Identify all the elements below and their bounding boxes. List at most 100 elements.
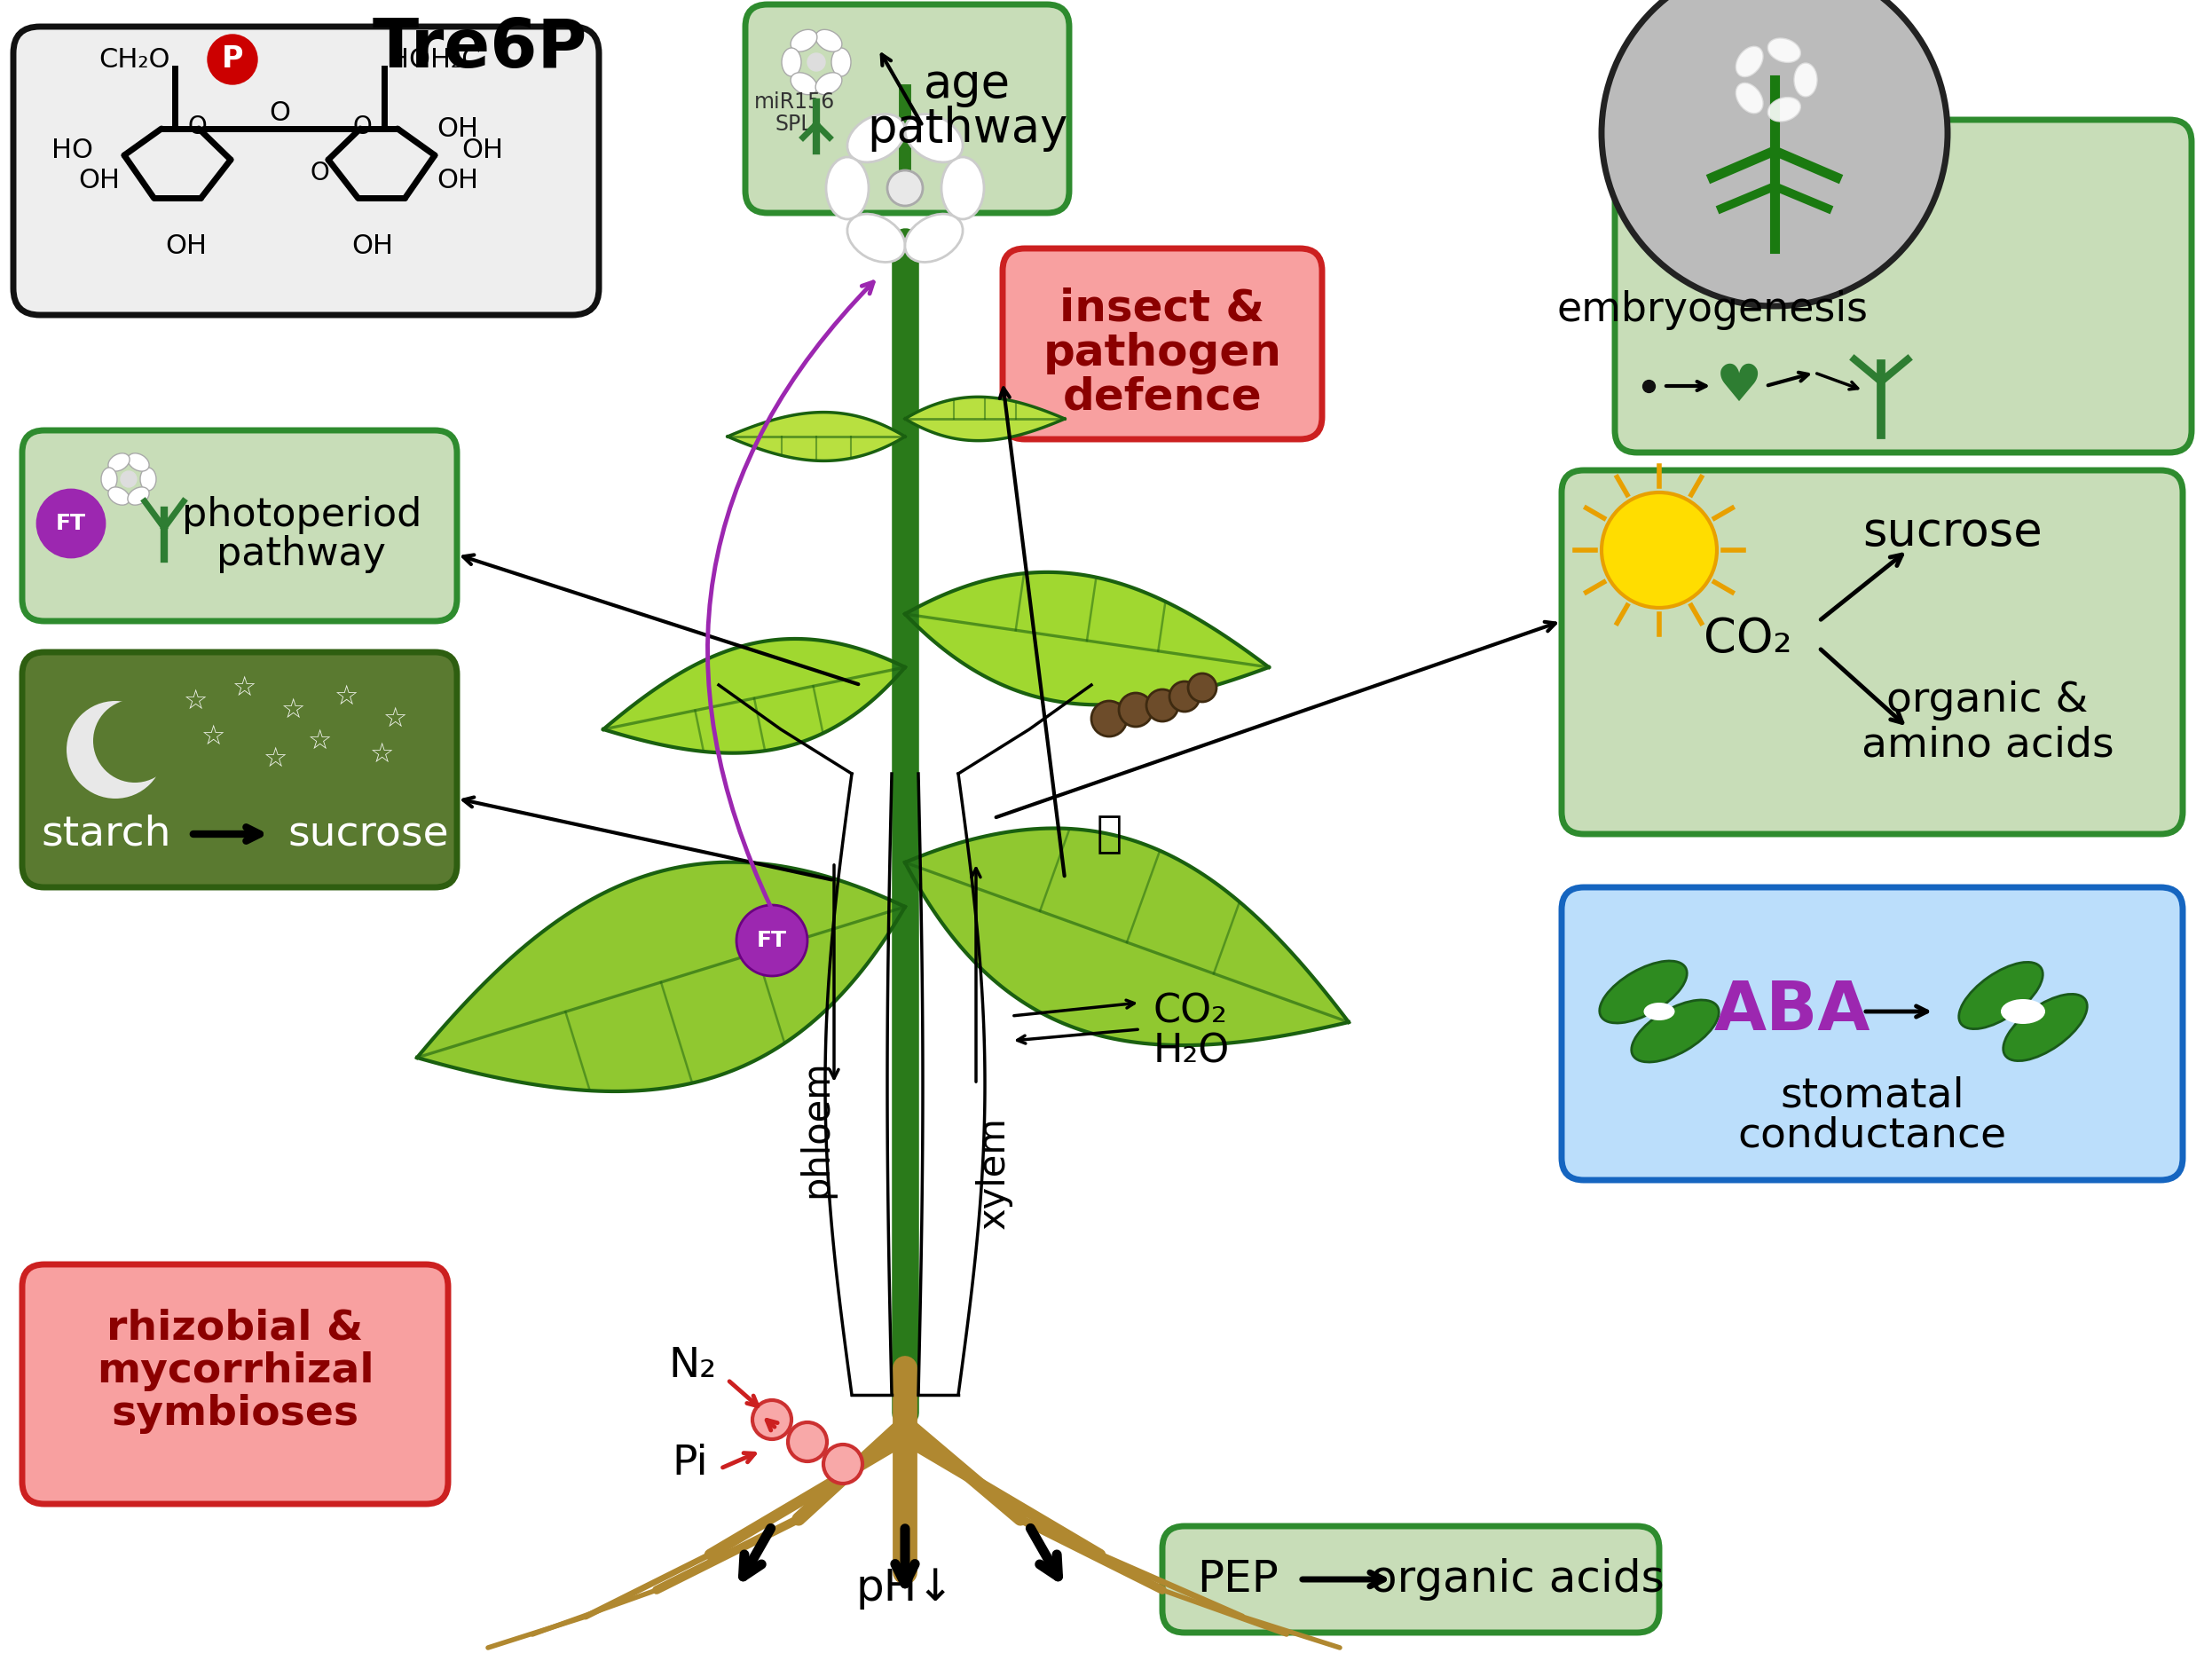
Text: miR156: miR156: [754, 91, 834, 113]
Text: ♥: ♥: [1717, 360, 1763, 412]
Text: defence: defence: [1062, 375, 1263, 419]
FancyBboxPatch shape: [1002, 249, 1323, 439]
Text: pH↓: pH↓: [856, 1566, 953, 1610]
Text: SPL: SPL: [774, 113, 814, 135]
Text: OH: OH: [436, 168, 478, 193]
Circle shape: [66, 701, 164, 799]
Circle shape: [1146, 689, 1179, 721]
Text: O: O: [270, 100, 290, 126]
Text: PEP: PEP: [1197, 1558, 1279, 1601]
Ellipse shape: [942, 158, 984, 219]
Text: 🦗: 🦗: [1097, 812, 1121, 855]
Text: ☆: ☆: [334, 684, 358, 709]
FancyBboxPatch shape: [1161, 1526, 1659, 1633]
Text: amino acids: amino acids: [1860, 726, 2115, 766]
Ellipse shape: [1960, 962, 2042, 1028]
Text: OH: OH: [436, 116, 478, 141]
Text: pathway: pathway: [867, 106, 1068, 151]
Text: FT: FT: [55, 513, 86, 535]
Text: symbioses: symbioses: [111, 1394, 358, 1433]
Text: HOH₂C: HOH₂C: [389, 47, 480, 73]
Text: ☆: ☆: [383, 706, 407, 731]
Text: ☆: ☆: [263, 746, 288, 771]
Ellipse shape: [128, 487, 148, 505]
Ellipse shape: [108, 453, 131, 472]
Ellipse shape: [816, 73, 843, 95]
Text: ☆: ☆: [307, 728, 332, 754]
Ellipse shape: [2002, 998, 2046, 1023]
Text: mycorrhizal: mycorrhizal: [97, 1350, 374, 1390]
Text: O: O: [188, 115, 206, 140]
Text: ☆: ☆: [184, 688, 208, 714]
Circle shape: [807, 53, 825, 71]
Text: CO₂: CO₂: [1703, 616, 1792, 663]
Circle shape: [887, 171, 922, 206]
Polygon shape: [418, 862, 905, 1091]
Text: organic acids: organic acids: [1369, 1558, 1663, 1601]
Ellipse shape: [1767, 98, 1801, 121]
Text: O: O: [310, 161, 330, 186]
Ellipse shape: [1632, 1000, 1719, 1061]
Circle shape: [737, 905, 807, 977]
Text: organic &: organic &: [1887, 681, 2088, 721]
Text: P: P: [221, 45, 243, 75]
FancyBboxPatch shape: [1562, 887, 2183, 1179]
FancyBboxPatch shape: [1615, 120, 2192, 452]
Text: ☆: ☆: [201, 724, 226, 749]
Circle shape: [1091, 701, 1126, 736]
Text: ☆: ☆: [369, 741, 394, 767]
Circle shape: [38, 490, 104, 556]
Text: Tre6P: Tre6P: [372, 17, 588, 81]
Ellipse shape: [825, 158, 869, 219]
Ellipse shape: [1989, 985, 2013, 1005]
Ellipse shape: [790, 30, 816, 51]
Text: phloem: phloem: [799, 1060, 834, 1198]
Circle shape: [823, 1445, 863, 1483]
FancyBboxPatch shape: [22, 430, 458, 621]
Text: CH₂O: CH₂O: [100, 47, 170, 73]
Ellipse shape: [1599, 962, 1688, 1023]
Ellipse shape: [2033, 1018, 2057, 1038]
Ellipse shape: [108, 487, 131, 505]
Circle shape: [93, 699, 177, 782]
Text: N₂: N₂: [668, 1347, 717, 1387]
Ellipse shape: [1630, 983, 1657, 1002]
Ellipse shape: [1736, 83, 1763, 113]
Text: sucrose: sucrose: [288, 814, 449, 854]
Ellipse shape: [1736, 47, 1763, 76]
Circle shape: [1188, 673, 1217, 703]
Polygon shape: [604, 639, 905, 752]
Text: xylem: xylem: [975, 1116, 1013, 1229]
Text: stomatal: stomatal: [1781, 1076, 1964, 1116]
Ellipse shape: [1644, 1003, 1674, 1020]
Polygon shape: [905, 829, 1349, 1045]
Text: ABA: ABA: [1714, 978, 1871, 1045]
Ellipse shape: [816, 30, 843, 51]
Text: CO₂: CO₂: [1152, 992, 1228, 1030]
Ellipse shape: [847, 214, 905, 262]
Circle shape: [1170, 681, 1199, 711]
Text: starch: starch: [42, 814, 173, 854]
Text: sucrose: sucrose: [1863, 510, 2042, 555]
Text: photoperiod: photoperiod: [181, 495, 422, 533]
Text: pathogen: pathogen: [1044, 332, 1281, 374]
Circle shape: [1601, 0, 1947, 306]
Text: OH: OH: [77, 168, 119, 193]
Ellipse shape: [847, 115, 905, 163]
Ellipse shape: [102, 468, 117, 490]
Text: H₂O: H₂O: [1152, 1033, 1230, 1070]
Text: embryogenesis: embryogenesis: [1557, 291, 1869, 331]
Ellipse shape: [790, 73, 816, 95]
Text: HO: HO: [51, 138, 93, 164]
Ellipse shape: [781, 48, 801, 76]
Text: age: age: [925, 61, 1011, 108]
Circle shape: [208, 35, 257, 85]
FancyBboxPatch shape: [1562, 470, 2183, 834]
Text: insect &: insect &: [1060, 287, 1265, 331]
Ellipse shape: [1661, 1022, 1688, 1040]
Circle shape: [752, 1400, 792, 1438]
Text: ☆: ☆: [232, 674, 257, 701]
FancyBboxPatch shape: [22, 1264, 449, 1503]
Ellipse shape: [905, 214, 962, 262]
Circle shape: [1601, 492, 1717, 608]
